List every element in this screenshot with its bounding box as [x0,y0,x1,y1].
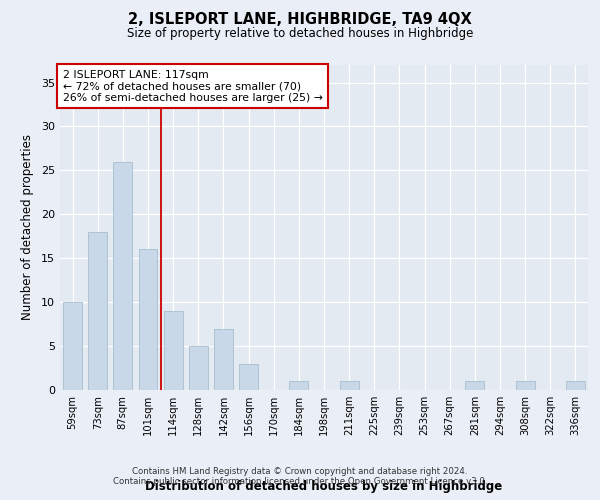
Bar [340,381,359,390]
Bar [239,364,258,390]
Bar [139,250,157,390]
Text: 2, ISLEPORT LANE, HIGHBRIDGE, TA9 4QX: 2, ISLEPORT LANE, HIGHBRIDGE, TA9 4QX [128,12,472,28]
Text: Contains HM Land Registry data © Crown copyright and database right 2024.: Contains HM Land Registry data © Crown c… [132,467,468,476]
Text: Size of property relative to detached houses in Highbridge: Size of property relative to detached ho… [127,28,473,40]
Bar [289,381,308,390]
Text: Contains public sector information licensed under the Open Government Licence v3: Contains public sector information licen… [113,477,487,486]
Bar [566,381,585,390]
Bar [63,302,82,390]
Bar [113,162,132,390]
X-axis label: Distribution of detached houses by size in Highbridge: Distribution of detached houses by size … [145,480,503,492]
Bar [88,232,107,390]
Y-axis label: Number of detached properties: Number of detached properties [21,134,34,320]
Bar [164,311,182,390]
Bar [214,328,233,390]
Bar [516,381,535,390]
Bar [189,346,208,390]
Text: 2 ISLEPORT LANE: 117sqm
← 72% of detached houses are smaller (70)
26% of semi-de: 2 ISLEPORT LANE: 117sqm ← 72% of detache… [62,70,323,103]
Bar [466,381,484,390]
